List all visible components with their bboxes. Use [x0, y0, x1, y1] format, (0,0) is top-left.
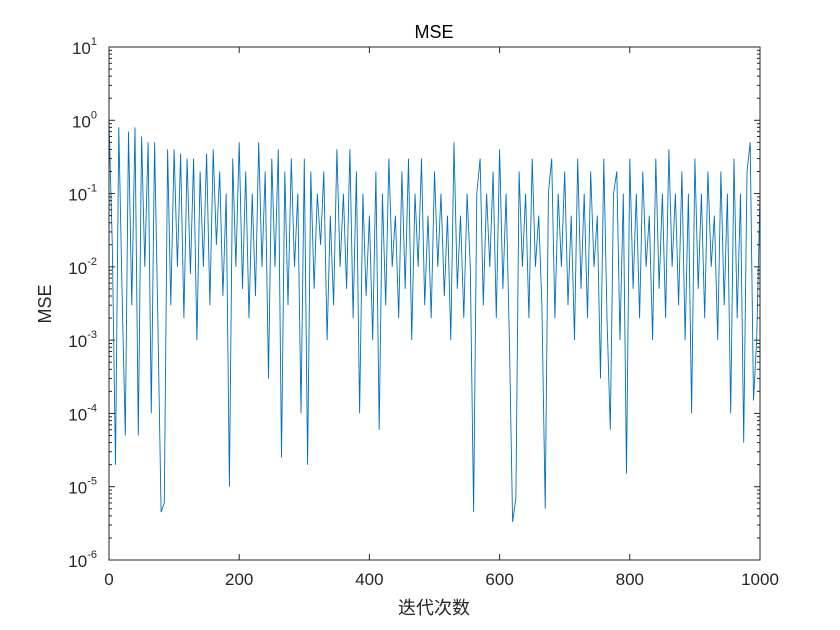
x-tick-label: 600 — [485, 570, 513, 589]
y-tick-label: 10-3 — [68, 329, 97, 351]
plot-area: 0 200 400 600 800 1000 10-6 10-5 10-4 10-3 10-2 10-… — [68, 36, 779, 589]
y-tick-label: 10-6 — [68, 549, 97, 571]
x-tick-label: 200 — [225, 570, 253, 589]
y-tick-label: 10-4 — [68, 402, 97, 424]
y-tick-label: 10-2 — [68, 256, 97, 278]
x-tick-label: 800 — [616, 570, 644, 589]
y-axis-label: MSE — [35, 284, 55, 323]
x-tick-label: 400 — [355, 570, 383, 589]
y-tick-label: 100 — [72, 109, 97, 131]
data-line-series-0 — [108, 120, 761, 523]
y-tick-label: 101 — [72, 36, 97, 58]
x-tick-label: 1000 — [741, 570, 779, 589]
chart-title: MSE — [414, 22, 453, 42]
y-tick-label: 10-1 — [68, 183, 97, 205]
y-tick-label: 10-5 — [68, 476, 97, 498]
x-axis-label: 迭代次数 — [398, 598, 470, 618]
axes-box — [108, 46, 761, 561]
x-tick-label: 0 — [104, 570, 113, 589]
